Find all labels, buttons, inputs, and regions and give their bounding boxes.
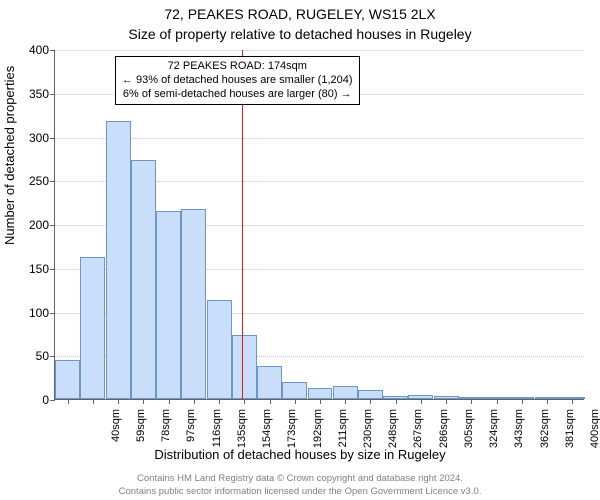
xtick-mark [219, 399, 220, 404]
xtick-mark [270, 399, 271, 404]
xtick-mark [68, 399, 69, 404]
xtick-mark [421, 399, 422, 404]
xtick-mark [522, 399, 523, 404]
annotation-line1: 72 PEAKES ROAD: 174sqm [122, 60, 353, 74]
gridline [55, 50, 584, 51]
histogram-bar [156, 211, 181, 399]
xtick-mark [244, 399, 245, 404]
annotation-line3: 6% of semi-detached houses are larger (8… [122, 88, 353, 102]
ytick-mark [50, 138, 55, 139]
ytick-mark [50, 269, 55, 270]
footer-line1: Contains HM Land Registry data © Crown c… [0, 473, 600, 485]
histogram-bar [207, 300, 232, 399]
ytick-label: 300 [15, 131, 49, 145]
footer-attribution: Contains HM Land Registry data © Crown c… [0, 473, 600, 498]
histogram-bar [358, 390, 383, 399]
ytick-label: 350 [15, 87, 49, 101]
xtick-mark [370, 399, 371, 404]
x-axis-label: Distribution of detached houses by size … [0, 447, 600, 462]
histogram-bar [257, 366, 282, 399]
ytick-mark [50, 50, 55, 51]
histogram-bar [232, 335, 257, 399]
ytick-label: 150 [15, 262, 49, 276]
chart-title-line1: 72, PEAKES ROAD, RUGELEY, WS15 2LX [0, 6, 600, 22]
xtick-mark [446, 399, 447, 404]
ytick-label: 400 [15, 43, 49, 57]
xtick-mark [169, 399, 170, 404]
histogram-bar [308, 388, 333, 399]
xtick-mark [572, 399, 573, 404]
xtick-mark [396, 399, 397, 404]
plot-area: 05010015020025030035040040sqm59sqm78sqm9… [54, 50, 584, 400]
ytick-mark [50, 225, 55, 226]
xtick-mark [93, 399, 94, 404]
histogram-bar [55, 360, 80, 399]
histogram-bar [282, 382, 307, 400]
ytick-mark [50, 313, 55, 314]
chart-title-line2: Size of property relative to detached ho… [0, 26, 600, 42]
xtick-mark [497, 399, 498, 404]
histogram-bar [333, 386, 358, 399]
xtick-mark [194, 399, 195, 404]
chart-container: 72, PEAKES ROAD, RUGELEY, WS15 2LX Size … [0, 0, 600, 500]
histogram-bar [106, 121, 131, 399]
histogram-bar [181, 209, 206, 399]
xtick-mark [320, 399, 321, 404]
ytick-mark [50, 94, 55, 95]
ytick-label: 50 [15, 349, 49, 363]
ytick-mark [50, 356, 55, 357]
ytick-label: 200 [15, 218, 49, 232]
xtick-mark [295, 399, 296, 404]
xtick-mark [143, 399, 144, 404]
histogram-bar [131, 160, 156, 399]
annotation-box: 72 PEAKES ROAD: 174sqm ← 93% of detached… [115, 56, 360, 105]
histogram-bar [80, 257, 105, 399]
xtick-mark [547, 399, 548, 404]
ytick-label: 0 [15, 393, 49, 407]
xtick-mark [345, 399, 346, 404]
annotation-line2: ← 93% of detached houses are smaller (1,… [122, 74, 353, 88]
xtick-mark [118, 399, 119, 404]
ytick-mark [50, 400, 55, 401]
ytick-label: 250 [15, 174, 49, 188]
footer-line2: Contains public sector information licen… [0, 486, 600, 498]
ytick-mark [50, 181, 55, 182]
ytick-label: 100 [15, 306, 49, 320]
xtick-mark [471, 399, 472, 404]
gridline [55, 138, 584, 139]
